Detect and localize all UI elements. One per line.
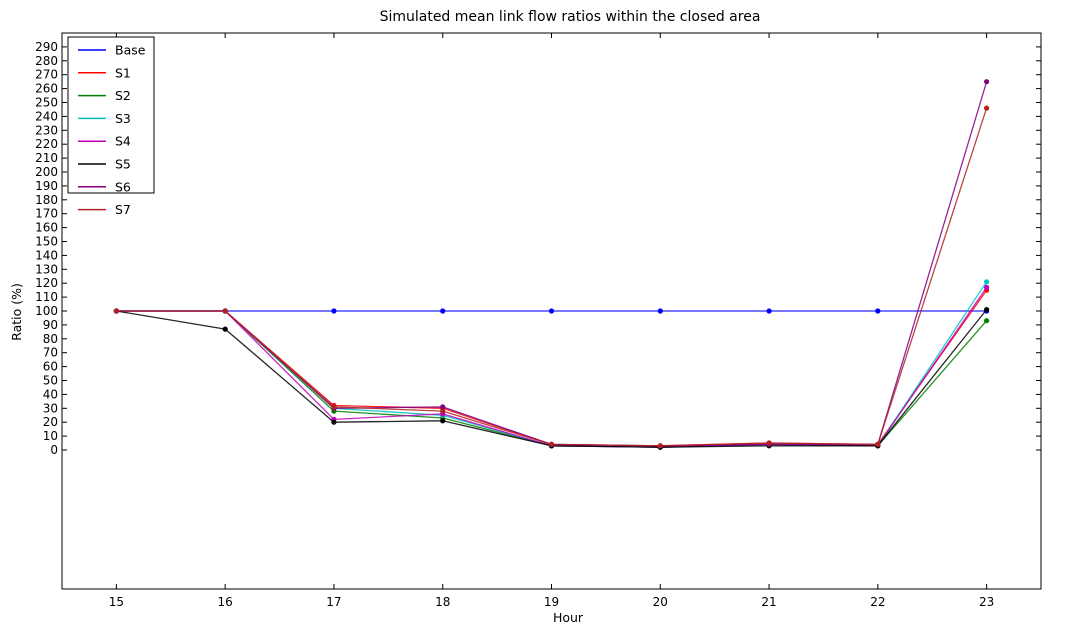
series-s3 bbox=[113, 279, 990, 450]
data-point-s2 bbox=[984, 318, 990, 324]
y-tick-label: 130 bbox=[35, 262, 58, 276]
data-point-s6 bbox=[984, 79, 990, 85]
y-tick-label: 200 bbox=[35, 165, 58, 179]
data-point-s7 bbox=[113, 308, 119, 314]
data-point-s4 bbox=[984, 284, 990, 290]
legend-label-s5: S5 bbox=[115, 157, 131, 172]
data-point-s7 bbox=[222, 308, 228, 314]
series-s7 bbox=[113, 105, 990, 449]
legend-label-s6: S6 bbox=[115, 179, 131, 194]
y-tick-label: 150 bbox=[35, 235, 58, 249]
data-point-base bbox=[331, 308, 337, 314]
y-tick-label: 90 bbox=[43, 318, 58, 332]
x-tick-label: 17 bbox=[326, 595, 341, 609]
legend-label-s1: S1 bbox=[115, 65, 131, 80]
y-tick-label: 180 bbox=[35, 193, 58, 207]
series-line-s7 bbox=[116, 107, 988, 447]
legend-label-s3: S3 bbox=[115, 111, 131, 126]
y-tick-label: 40 bbox=[43, 387, 58, 401]
data-point-s5 bbox=[984, 307, 990, 313]
y-tick-label: 60 bbox=[43, 360, 58, 374]
y-tick-label: 280 bbox=[35, 54, 58, 68]
data-point-s7 bbox=[657, 443, 663, 449]
data-point-s7 bbox=[440, 408, 446, 414]
y-tick-label: 230 bbox=[35, 123, 58, 137]
y-tick-label: 10 bbox=[43, 429, 58, 443]
legend-label-s2: S2 bbox=[115, 88, 131, 103]
y-tick-label: 190 bbox=[35, 179, 58, 193]
x-tick-label: 23 bbox=[979, 595, 994, 609]
y-tick-label: 160 bbox=[35, 221, 58, 235]
data-point-base bbox=[875, 308, 881, 314]
y-tick-label: 120 bbox=[35, 276, 58, 290]
y-tick-label: 100 bbox=[35, 304, 58, 318]
data-point-s5 bbox=[331, 419, 337, 425]
data-point-base bbox=[440, 308, 446, 314]
legend-label-s4: S4 bbox=[115, 134, 131, 149]
series-line-s6 bbox=[116, 81, 988, 447]
y-tick-label: 50 bbox=[43, 374, 58, 388]
data-point-s5 bbox=[440, 418, 446, 424]
chart-title: Simulated mean link flow ratios within t… bbox=[380, 9, 761, 25]
y-tick-label: 0 bbox=[50, 443, 58, 457]
data-point-s3 bbox=[984, 279, 990, 285]
x-tick-label: 15 bbox=[109, 595, 124, 609]
data-point-s6 bbox=[440, 404, 446, 410]
data-point-base bbox=[657, 308, 663, 314]
legend-label-s7: S7 bbox=[115, 202, 131, 217]
x-tick-label: 18 bbox=[435, 595, 450, 609]
y-tick-label: 140 bbox=[35, 248, 58, 262]
y-tick-label: 210 bbox=[35, 151, 58, 165]
y-tick-label: 290 bbox=[35, 40, 58, 54]
x-tick-label: 22 bbox=[870, 595, 885, 609]
series-base bbox=[113, 308, 990, 314]
x-tick-label: 16 bbox=[218, 595, 233, 609]
y-tick-label: 220 bbox=[35, 137, 58, 151]
data-point-base bbox=[548, 308, 555, 314]
y-tick-label: 240 bbox=[35, 109, 58, 123]
y-tick-label: 30 bbox=[43, 401, 58, 415]
data-point-s7 bbox=[984, 105, 990, 111]
legend: Base S1 S2 S3 S4 S5 S6 S7 bbox=[67, 36, 155, 217]
y-tick-label: 170 bbox=[35, 207, 58, 221]
x-tick-label: 20 bbox=[653, 595, 668, 609]
series-line-s2 bbox=[116, 310, 988, 448]
y-tick-label: 20 bbox=[43, 415, 58, 429]
y-tick-label: 80 bbox=[43, 332, 58, 346]
y-tick-label: 110 bbox=[35, 290, 58, 304]
y-tick-label: 70 bbox=[43, 346, 58, 360]
y-axis-title: Ratio (%) bbox=[9, 283, 24, 341]
x-axis: 15 16 17 18 19 20 21 22 23 bbox=[109, 33, 994, 609]
data-point-base bbox=[766, 308, 772, 314]
x-axis-title: Hour bbox=[553, 610, 584, 625]
x-tick-label: 19 bbox=[544, 595, 559, 609]
y-tick-label: 250 bbox=[35, 96, 58, 110]
y-tick-label: 260 bbox=[35, 82, 58, 96]
data-point-s7 bbox=[875, 441, 881, 447]
data-point-s7 bbox=[548, 441, 555, 447]
data-point-s7 bbox=[766, 440, 772, 446]
data-point-s7 bbox=[331, 404, 337, 410]
series-layer bbox=[113, 79, 990, 450]
y-tick-label: 270 bbox=[35, 68, 58, 82]
legend-label-base: Base bbox=[115, 43, 146, 58]
x-tick-label: 21 bbox=[761, 595, 776, 609]
y-axis: 0102030405060708090100110120130140150160… bbox=[35, 40, 1041, 457]
series-s6 bbox=[113, 79, 990, 449]
data-point-s5 bbox=[222, 326, 228, 332]
legend-frame bbox=[67, 36, 155, 194]
series-line-s3 bbox=[116, 281, 988, 448]
